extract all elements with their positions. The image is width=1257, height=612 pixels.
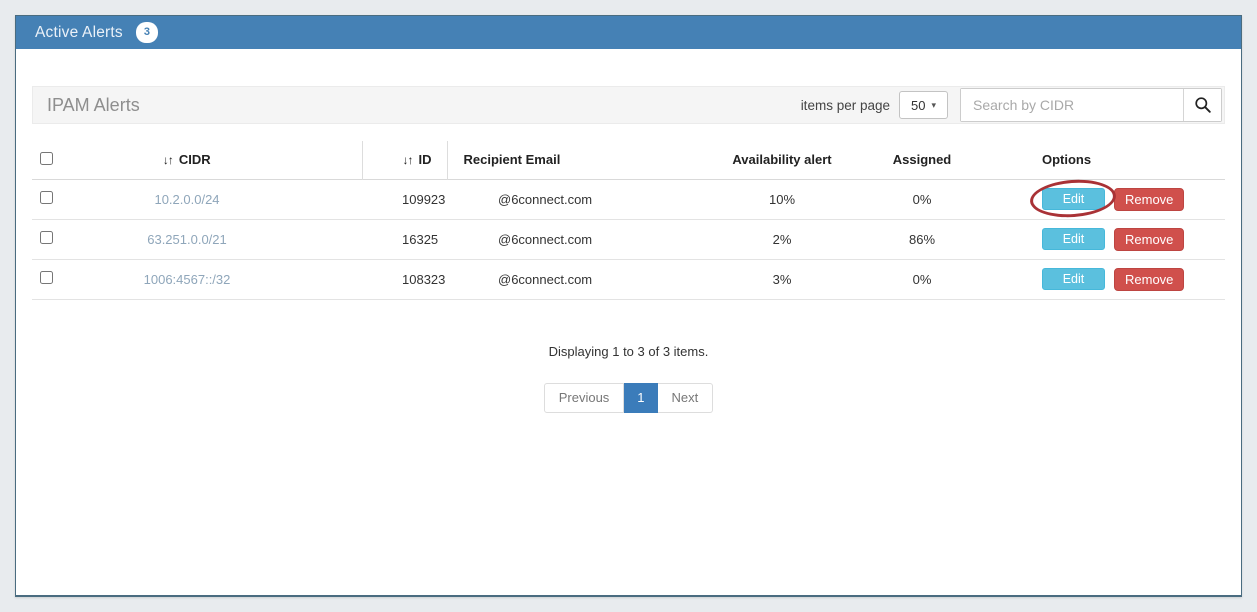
email-cell: @6connect.com xyxy=(498,191,593,207)
column-header-availability-alert: Availability alert xyxy=(732,152,832,168)
previous-page-button[interactable]: Previous xyxy=(543,382,625,413)
remove-button[interactable]: Remove xyxy=(1114,267,1185,291)
column-header-options: Options xyxy=(1042,152,1092,168)
cidr-link[interactable]: 10.2.0.0/24 xyxy=(154,191,220,207)
remove-button[interactable]: Remove xyxy=(1114,227,1185,251)
availability-cell: 3% xyxy=(772,271,792,287)
column-header-recipient-email: Recipient Email xyxy=(446,141,712,179)
edit-button[interactable]: Edit xyxy=(1042,188,1105,210)
search-input[interactable] xyxy=(961,89,1183,121)
availability-cell: 10% xyxy=(768,191,796,207)
page-1-button[interactable]: 1 xyxy=(624,382,658,413)
panel-title: Active Alerts xyxy=(35,23,123,41)
search-icon xyxy=(1194,97,1211,113)
row-checkbox[interactable] xyxy=(40,231,53,244)
next-page-button[interactable]: Next xyxy=(657,382,714,413)
select-all-checkbox[interactable] xyxy=(40,151,53,165)
table-row: 63.251.0.0/21 16325 @6connect.com 2% 86%… xyxy=(32,219,1225,259)
sort-icon: ↓↑ xyxy=(162,153,174,168)
toolbar: IPAM Alerts items per page 50 ▾ xyxy=(32,86,1225,124)
id-cell: 109923 xyxy=(402,191,446,207)
table-row: 10.2.0.0/24 109923 @6connect.com 10% 0% … xyxy=(32,177,1225,220)
active-alerts-panel: Active Alerts 3 IPAM Alerts items per pa… xyxy=(15,15,1242,597)
assigned-cell: 0% xyxy=(912,271,932,287)
ipam-alerts-title: IPAM Alerts xyxy=(47,94,140,115)
column-header-assigned: Assigned xyxy=(892,152,952,168)
alert-count-badge: 3 xyxy=(135,22,159,43)
availability-cell: 2% xyxy=(772,231,792,247)
search-button[interactable] xyxy=(1183,89,1221,121)
sort-icon: ↓↑ xyxy=(402,153,414,168)
id-cell: 16325 xyxy=(402,231,439,247)
toolbar-controls: items per page 50 ▾ xyxy=(801,88,1222,122)
items-per-page-value: 50 xyxy=(911,97,926,113)
edit-button[interactable]: Edit xyxy=(1042,268,1105,290)
pagination: Previous 1 Next xyxy=(32,382,1225,413)
assigned-cell: 86% xyxy=(908,231,936,247)
column-header-id[interactable]: ↓↑ ID xyxy=(361,141,447,179)
row-checkbox[interactable] xyxy=(40,271,53,284)
search-group xyxy=(960,88,1222,122)
email-cell: @6connect.com xyxy=(498,231,593,247)
cidr-link[interactable]: 63.251.0.0/21 xyxy=(147,231,227,247)
panel-body: IPAM Alerts items per page 50 ▾ xyxy=(16,86,1241,413)
panel-header: Active Alerts 3 xyxy=(16,16,1241,49)
items-per-page-label: items per page xyxy=(800,97,890,113)
assigned-cell: 0% xyxy=(912,191,932,207)
chevron-down-icon: ▾ xyxy=(931,100,936,110)
email-cell: @6connect.com xyxy=(498,271,593,287)
column-header-cidr[interactable]: ↓↑ CIDR xyxy=(162,152,211,168)
items-per-page-select[interactable]: 50 ▾ xyxy=(899,91,948,119)
ipam-alerts-table: ↓↑ CIDR ↓↑ ID Recipient Email Availability… xyxy=(32,141,1225,300)
row-checkbox[interactable] xyxy=(40,191,53,204)
results-summary: Displaying 1 to 3 of 3 items. xyxy=(548,343,709,359)
edit-button[interactable]: Edit xyxy=(1042,228,1105,250)
cidr-link[interactable]: 1006:4567::/32 xyxy=(143,271,231,287)
table-header-row: ↓↑ CIDR ↓↑ ID Recipient Email Availability… xyxy=(32,141,1225,179)
table-row: 1006:4567::/32 108323 @6connect.com 3% 0… xyxy=(32,259,1225,299)
id-cell: 108323 xyxy=(402,271,446,287)
remove-button[interactable]: Remove xyxy=(1114,187,1185,211)
